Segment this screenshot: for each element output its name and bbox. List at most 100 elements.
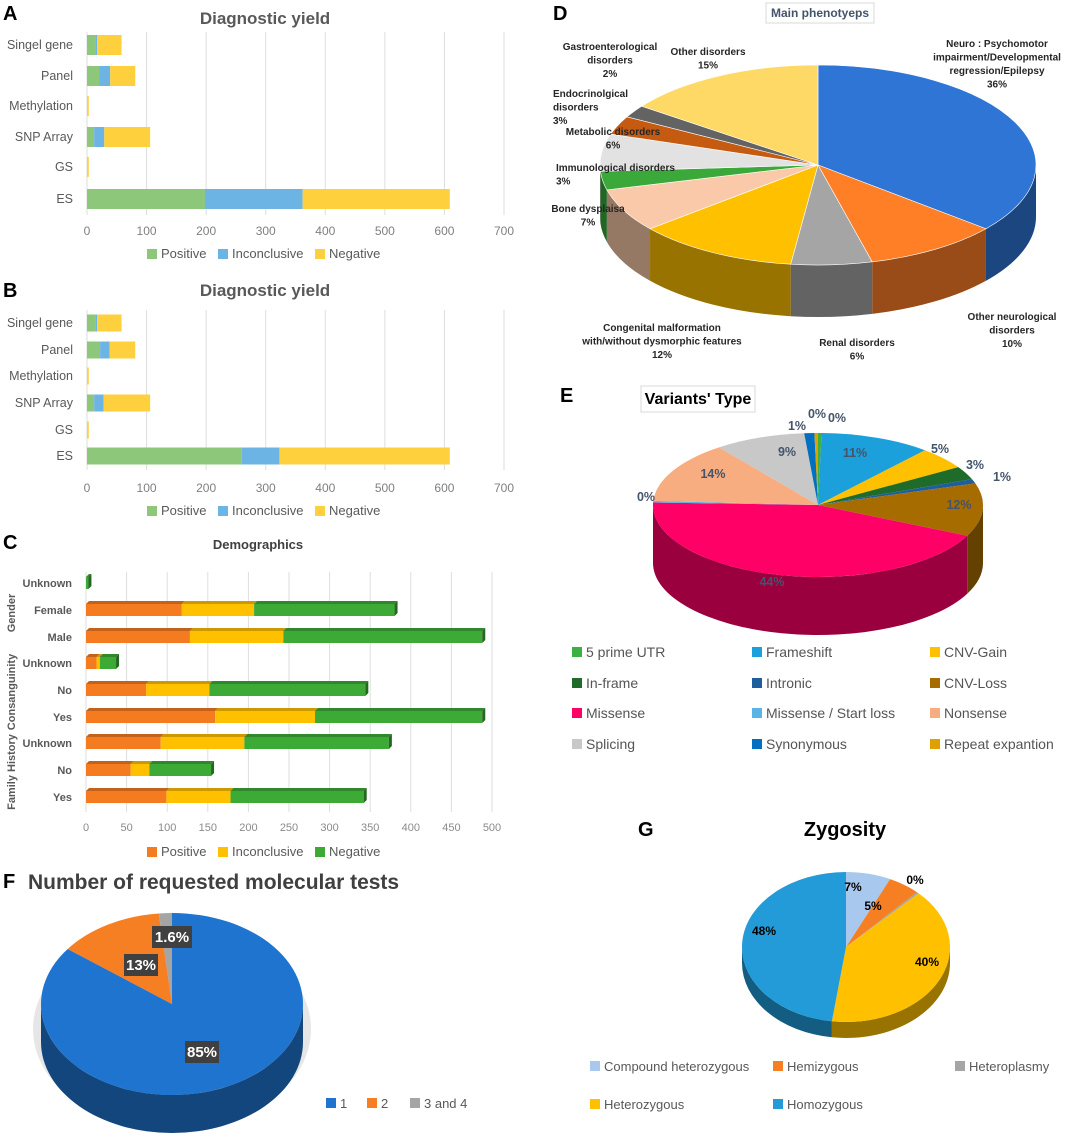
x-tick-label: 250 (280, 822, 298, 834)
pie-side-cnv-loss (967, 505, 983, 594)
bar-positive (87, 189, 205, 209)
legend-label-intronic: Intronic (766, 675, 812, 691)
bar-inconclusive (94, 127, 105, 147)
bar-top-inconclusive (166, 788, 234, 791)
category-label: ES (56, 449, 73, 463)
bar-positive (86, 631, 190, 643)
x-tick-label: 500 (375, 481, 395, 495)
chart-E: E Variants' Type 0% 11% 5% 3% 1% 12% 44% 0% 14% 9% 1… (560, 385, 1054, 752)
data-label-in-frame: 3% (966, 458, 984, 472)
bar-top-inconclusive (146, 681, 213, 684)
category-label: Singel gene (7, 316, 73, 330)
value-label: 12% (652, 350, 672, 361)
value-label: 15% (698, 61, 718, 72)
pie-slice-compound-heterozygous (846, 872, 891, 947)
legend-swatch-missense (572, 708, 582, 718)
legend-swatch-negative (315, 847, 325, 857)
legend-swatch-positive (147, 847, 157, 857)
x-tick-label: 200 (196, 481, 216, 495)
legend-swatch-inconclusive (218, 249, 228, 259)
chart-title: Variants' Type (645, 391, 752, 408)
bar-positive (87, 447, 242, 465)
bar-top-negative (230, 788, 367, 791)
bar-end-cap (482, 628, 486, 643)
x-tick-label: 350 (361, 822, 379, 834)
pie-slice-frameshift (818, 433, 926, 505)
category-label: with/without dysmorphic features (581, 337, 742, 348)
bar-top-positive (86, 628, 193, 631)
pie-slice-heteroplasmy (846, 892, 919, 947)
x-tick-label: 150 (199, 822, 217, 834)
value-label: 3% (556, 177, 571, 188)
data-label-heteroplasmy: 0% (906, 873, 924, 887)
legend-label-3-and-4: 3 and 4 (424, 1096, 467, 1111)
bar-top-positive (86, 601, 185, 604)
data-label-missense: 44% (759, 575, 784, 589)
bar-end-cap (116, 654, 120, 669)
chart-F: F Number of requested molecular tests 85% 1… (3, 871, 467, 1133)
x-tick-label: 450 (442, 822, 460, 834)
legend-label-homozygous: Homozygous (787, 1097, 863, 1112)
category-label: ES (56, 192, 73, 206)
data-label-other-disorders: Other disorders 15% (670, 47, 745, 72)
category-label: Congenital malformation (603, 323, 721, 334)
category-label: Female (34, 605, 72, 617)
legend-swatch-1 (326, 1098, 336, 1108)
x-tick-label: 100 (137, 481, 157, 495)
value-label: 48% (752, 924, 776, 938)
category-label: GS (55, 160, 73, 174)
legend-label-nonsense: Nonsense (944, 705, 1007, 721)
x-tick-label: 0 (84, 481, 91, 495)
value-label: 5% (931, 442, 949, 456)
bar-negative (87, 367, 89, 385)
group-label-gender: Gender (6, 593, 18, 632)
panel-letter: D (553, 3, 567, 25)
value-label: 6% (850, 352, 865, 363)
bar-top-inconclusive (96, 654, 103, 657)
pie-slice-missense-start-loss (653, 500, 818, 505)
legend-swatch-hemizygous (773, 1061, 783, 1071)
x-tick-label: 0 (83, 822, 89, 834)
chart-title: Number of requested molecular tests (28, 871, 399, 894)
data-label-metabolic-disorders: Metabolic disorders 6% (566, 127, 661, 152)
pie-side-bone-dysplaisa (606, 189, 651, 281)
data-label-1: 85% (187, 1044, 217, 1061)
bar-inconclusive (160, 737, 245, 749)
category-label: Renal disorders (819, 338, 895, 349)
bar-inconclusive (96, 657, 100, 669)
bar-negative (87, 96, 89, 116)
chart-title: Zygosity (804, 819, 887, 841)
value-label: 7% (581, 218, 596, 229)
bar-top-inconclusive (189, 628, 287, 631)
legend-label-inconclusive: Inconclusive (232, 503, 304, 518)
x-tick-label: 600 (434, 481, 454, 495)
data-label-cnv-loss: 12% (946, 498, 971, 512)
pie-side-1 (41, 1004, 303, 1133)
bar-top-negative (254, 601, 398, 604)
data-label-bone-dysplaisa: Bone dysplaisa 7% (551, 204, 625, 229)
pie-slice-hemizygous (846, 879, 917, 947)
category-label: regression/Epilepsy (949, 66, 1044, 77)
bar-positive (86, 684, 147, 696)
data-label-gastroenterological-disorders: Gastroenterological disorders 2% (563, 42, 658, 80)
legend-swatch-synonymous (752, 739, 762, 749)
bar-negative (97, 314, 122, 332)
category-label: Yes (53, 712, 72, 724)
category-label: Other neurological (968, 312, 1057, 323)
x-tick-label: 300 (256, 481, 276, 495)
bar-negative (149, 764, 212, 776)
legend-label-repeat-expantion: Repeat expantion (944, 736, 1054, 752)
bar-end-cap (211, 761, 215, 776)
legend-swatch-nonsense (930, 708, 940, 718)
title-box (765, 2, 875, 24)
legend-swatch-homozygous (773, 1099, 783, 1109)
legend-label-heteroplasmy: Heteroplasmy (969, 1059, 1050, 1074)
data-label-frameshift: 11% (843, 446, 867, 460)
data-label-box (185, 1041, 219, 1063)
chart-title: Main phenotyeps (771, 6, 869, 20)
pie-side-missense (652, 505, 968, 635)
bar-top-positive (86, 734, 164, 737)
bar-positive (86, 737, 161, 749)
value-label: 40% (915, 955, 939, 969)
category-label: SNP Array (15, 396, 74, 410)
